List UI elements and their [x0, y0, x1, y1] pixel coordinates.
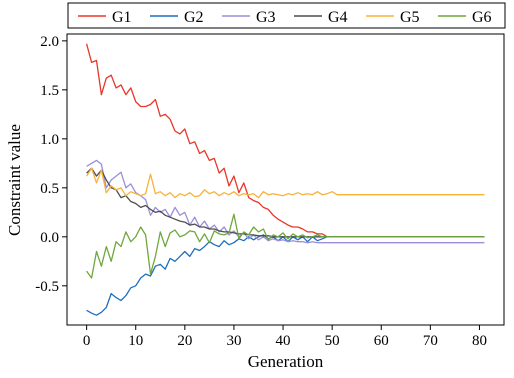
series-line-g5: [86, 167, 485, 199]
y-tick-label: 1.0: [40, 132, 59, 148]
x-tick-label: 50: [325, 333, 340, 349]
x-axis-label: Generation: [248, 352, 324, 371]
legend-label-g4: G4: [328, 9, 348, 26]
x-axis: 0 10 20 30 40 50 60 70 80: [83, 325, 487, 349]
legend-label-g6: G6: [472, 9, 492, 26]
y-axis: -0.5 0.0 0.5 1.0 1.5 2.0: [35, 34, 67, 295]
x-tick-label: 10: [128, 333, 143, 349]
y-tick-label: -0.5: [35, 279, 59, 295]
x-tick-label: 70: [423, 333, 438, 349]
y-tick-label: 0.5: [40, 181, 59, 197]
series-line-g6: [86, 213, 485, 279]
x-tick-label: 80: [472, 333, 487, 349]
y-tick-label: 1.5: [40, 83, 59, 99]
legend-label-g2: G2: [184, 9, 204, 26]
legend-label-g1: G1: [112, 9, 132, 26]
legend: G1 G2 G3 G4 G5 G6: [78, 9, 492, 26]
legend-label-g3: G3: [256, 9, 276, 26]
legend-box: [67, 2, 506, 29]
series-layer: [85, 43, 485, 316]
plot-frame: [66, 33, 505, 326]
x-tick-label: 0: [83, 333, 91, 349]
legend-label-g5: G5: [400, 9, 420, 26]
y-tick-label: 0.0: [40, 230, 59, 246]
x-tick-label: 30: [226, 333, 241, 349]
x-tick-label: 20: [177, 333, 192, 349]
y-tick-label: 2.0: [40, 34, 59, 50]
x-tick-label: 60: [374, 333, 389, 349]
y-axis-label: Constraint value: [5, 124, 24, 236]
x-tick-label: 40: [276, 333, 291, 349]
